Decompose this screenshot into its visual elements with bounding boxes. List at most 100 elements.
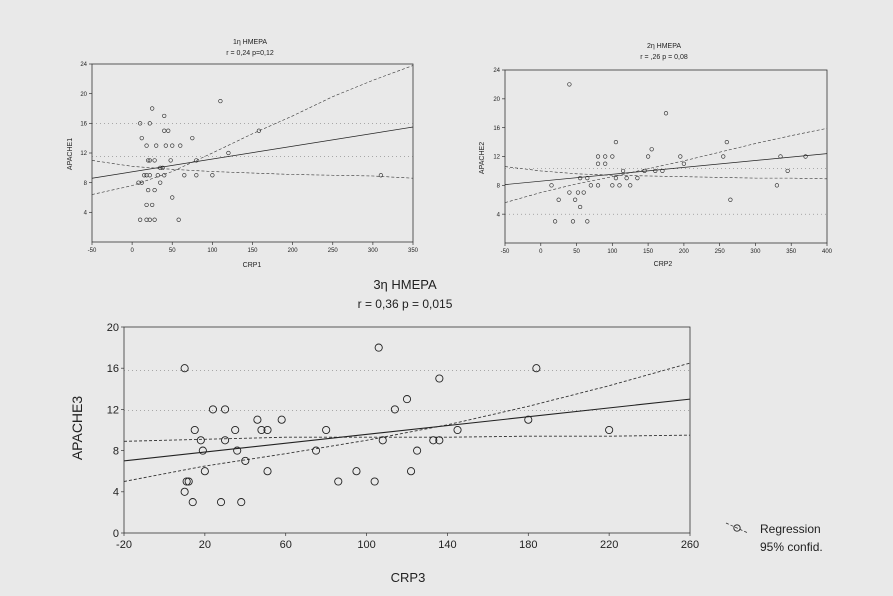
chart-1-frame: [91, 63, 414, 243]
chart-3-data-point: [453, 425, 462, 435]
chart-2-data-point: [774, 183, 780, 188]
chart-1-xtick-label: 250: [328, 248, 339, 254]
chart-2-xtick-label: 350: [786, 249, 797, 255]
chart-2-data-point: [617, 183, 622, 188]
chart-2-data-point: [578, 204, 583, 210]
chart-3-xtick-label: 180: [519, 539, 537, 551]
chart-1-data-point: [142, 173, 147, 178]
chart-2-ytick-label: 16: [493, 126, 500, 132]
chart-3-data-point: [352, 467, 361, 476]
chart-1-data-point: [218, 98, 223, 104]
chart-2-data-point: [681, 161, 686, 166]
chart-2: 2η ΗΜΕΡΑ r = ,26 p = 0,08 APACHE2 CRP2 -…: [479, 43, 833, 268]
chart-2-data-point: [678, 154, 683, 159]
chart-1-data-point: [155, 173, 160, 178]
chart-1-data-point: [144, 173, 149, 178]
chart-3-xtick-label: -20: [116, 539, 132, 551]
chart-1-data-point: [162, 128, 167, 133]
chart-2-data-point: [628, 183, 633, 188]
chart-2-data-point: [581, 190, 586, 195]
chart-1-regression-line: [91, 126, 414, 179]
chart-3-data-point: [378, 436, 387, 445]
chart-3-data-point: [221, 436, 230, 445]
chart-2-data-point: [588, 183, 593, 188]
chart-1-data-point: [176, 217, 181, 222]
chart-3-data-point: [524, 415, 533, 424]
chart-1-xtick-label: 200: [288, 248, 299, 254]
chart-3-xtick-label: 260: [681, 539, 699, 551]
chart-3-data-point: [374, 343, 383, 352]
chart-2-ytick-label: 20: [493, 97, 500, 103]
chart-2-data-point: [552, 219, 558, 224]
chart-1-data-point: [194, 158, 199, 163]
chart-2-ytick-label: 4: [497, 212, 501, 218]
chart-3-ytick-label: 16: [107, 363, 119, 375]
chart-1-data-point: [158, 165, 163, 170]
chart-3-data-point: [216, 498, 226, 507]
chart-1-data-point: [160, 165, 165, 170]
chart-2-data-point: [724, 139, 729, 145]
chart-3-data-point: [406, 467, 416, 476]
legend: Regression 95% confid.: [725, 522, 823, 554]
chart-2-data-point: [575, 190, 581, 195]
chart-3-data-point: [435, 374, 444, 383]
chart-1-data-point: [147, 121, 152, 126]
chart-3-plot: -20 20 60 100 140 180 220 260 0 4 8 12 16 20: [107, 322, 699, 551]
chart-2-ytick-label: 8: [497, 183, 501, 189]
chart-2-data-point: [649, 147, 654, 152]
chart-2-data-point: [610, 183, 615, 188]
chart-3-data-point: [231, 425, 240, 435]
chart-2-data-point: [635, 176, 640, 181]
chart-1-ytick-label: 8: [84, 181, 88, 187]
chart-3-data-point: [277, 415, 286, 424]
chart-1-data-point: [152, 217, 157, 222]
chart-1-data-point: [168, 158, 173, 163]
chart-3: 3η ΗΜΕΡΑ r = 0,36 p = 0,015 APACHE3 CRP3…: [69, 277, 699, 585]
chart-2-data-point: [567, 82, 572, 87]
chart-3-data-point: [413, 446, 422, 455]
chart-3-data-point: [221, 405, 230, 414]
chart-3-data-point: [257, 425, 266, 435]
chart-1-data-point: [170, 195, 175, 200]
chart-3-data-point: [184, 477, 193, 486]
chart-2-data-point: [663, 111, 669, 116]
chart-1-ytick-label: 4: [84, 210, 88, 216]
chart-3-xtick-label: 140: [438, 539, 456, 551]
chart-2-data-point: [610, 154, 615, 159]
chart-3-data-point: [237, 498, 246, 507]
chart-3-data-point: [390, 405, 399, 414]
chart-2-data-point: [613, 139, 619, 145]
chart-1-xtick-label: 350: [408, 248, 419, 254]
chart-1-data-point: [190, 136, 195, 141]
chart-2-data-point: [803, 154, 808, 159]
chart-2-data-point: [624, 176, 629, 181]
chart-1-title: 1η ΗΜΕΡΑ: [233, 39, 267, 46]
chart-2-data-point: [603, 161, 608, 166]
chart-2-xtick-label: 250: [715, 249, 726, 255]
chart-2-data-point: [785, 168, 790, 174]
chart-3-xlabel: CRP3: [391, 570, 426, 585]
chart-3-data-point: [370, 477, 379, 486]
chart-1-data-point: [150, 106, 155, 111]
chart-3-data-point: [532, 364, 541, 373]
chart-1-xtick-label: 50: [169, 248, 176, 254]
chart-1-data-point: [146, 158, 151, 163]
chart-2-xtick-label: 0: [539, 249, 543, 255]
chart-3-conf-upper: [123, 362, 691, 482]
chart-1-xtick-label: -50: [88, 248, 97, 254]
chart-1-xlabel: CRP1: [243, 262, 262, 269]
chart-3-ytick-label: 20: [107, 322, 119, 334]
chart-1-data-point: [144, 217, 149, 222]
legend-regression-label: Regression: [760, 522, 821, 536]
chart-3-ytick-label: 12: [107, 404, 119, 416]
chart-1-data-point: [178, 143, 183, 148]
chart-2-xtick-label: 50: [573, 249, 580, 255]
chart-1-data-point: [152, 187, 157, 193]
chart-2-xtick-label: 100: [607, 249, 618, 255]
chart-3-data-point: [180, 487, 189, 496]
chart-2-data-point: [613, 176, 619, 181]
chart-3-data-point: [435, 436, 444, 445]
chart-2-data-point: [595, 161, 601, 166]
chart-2-data-point: [556, 197, 561, 202]
